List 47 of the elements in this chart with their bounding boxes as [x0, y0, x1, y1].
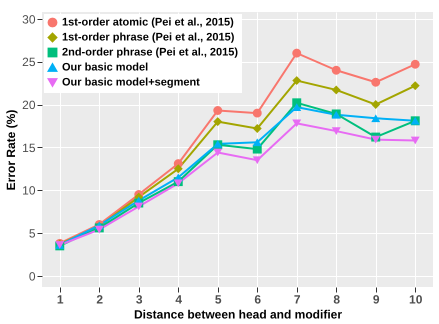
point: [252, 108, 262, 118]
y-tick-label: 10: [22, 184, 36, 198]
y-tick-label: 20: [22, 98, 36, 112]
y-tick-label: 30: [22, 12, 36, 26]
point: [174, 164, 183, 174]
x-tick-label: 2: [96, 292, 104, 306]
legend-label: Our basic model: [62, 62, 148, 74]
y-axis-title: Error Rate (%): [4, 110, 18, 190]
point: [371, 78, 380, 87]
x-tick-label: 5: [214, 292, 222, 306]
point: [94, 226, 104, 234]
point: [213, 106, 222, 115]
point: [371, 136, 380, 144]
y-tick-label: 5: [28, 226, 36, 241]
point: [371, 100, 380, 109]
x-tick-label: 3: [136, 292, 143, 306]
point: [292, 76, 302, 86]
legend-label: 1st-order phrase (Pei et al., 2015): [62, 32, 235, 44]
point: [252, 138, 262, 146]
point: [292, 120, 302, 128]
point: [213, 148, 222, 156]
x-tick-label: 8: [333, 292, 340, 306]
legend-label: Our basic model+segment: [62, 76, 200, 88]
legend-label: 2nd-order phrase (Pei et al., 2015): [62, 46, 238, 58]
point: [292, 48, 302, 58]
x-tick-label: 7: [294, 292, 301, 306]
point: [332, 66, 341, 75]
legend-label: 1st-order atomic (Pei et al., 2015): [62, 16, 234, 28]
point: [410, 136, 420, 144]
x-tick-label: 9: [372, 292, 380, 306]
point: [371, 114, 380, 122]
y-tick-label: 0: [28, 269, 36, 284]
point: [332, 127, 341, 135]
point: [252, 156, 262, 164]
y-tick-label: 25: [22, 55, 36, 70]
x-axis-title: Distance between head and modifier: [134, 308, 342, 322]
point: [410, 81, 420, 90]
x-tick-label: 1: [56, 292, 64, 306]
x-tick-label: 6: [254, 292, 262, 306]
x-tick-label: 10: [409, 292, 423, 306]
point: [134, 202, 144, 210]
x-tick-label: 4: [175, 292, 182, 306]
point: [410, 60, 420, 69]
point: [213, 117, 222, 126]
point: [332, 85, 341, 94]
point: [252, 124, 262, 133]
y-tick-label: 15: [22, 140, 36, 155]
